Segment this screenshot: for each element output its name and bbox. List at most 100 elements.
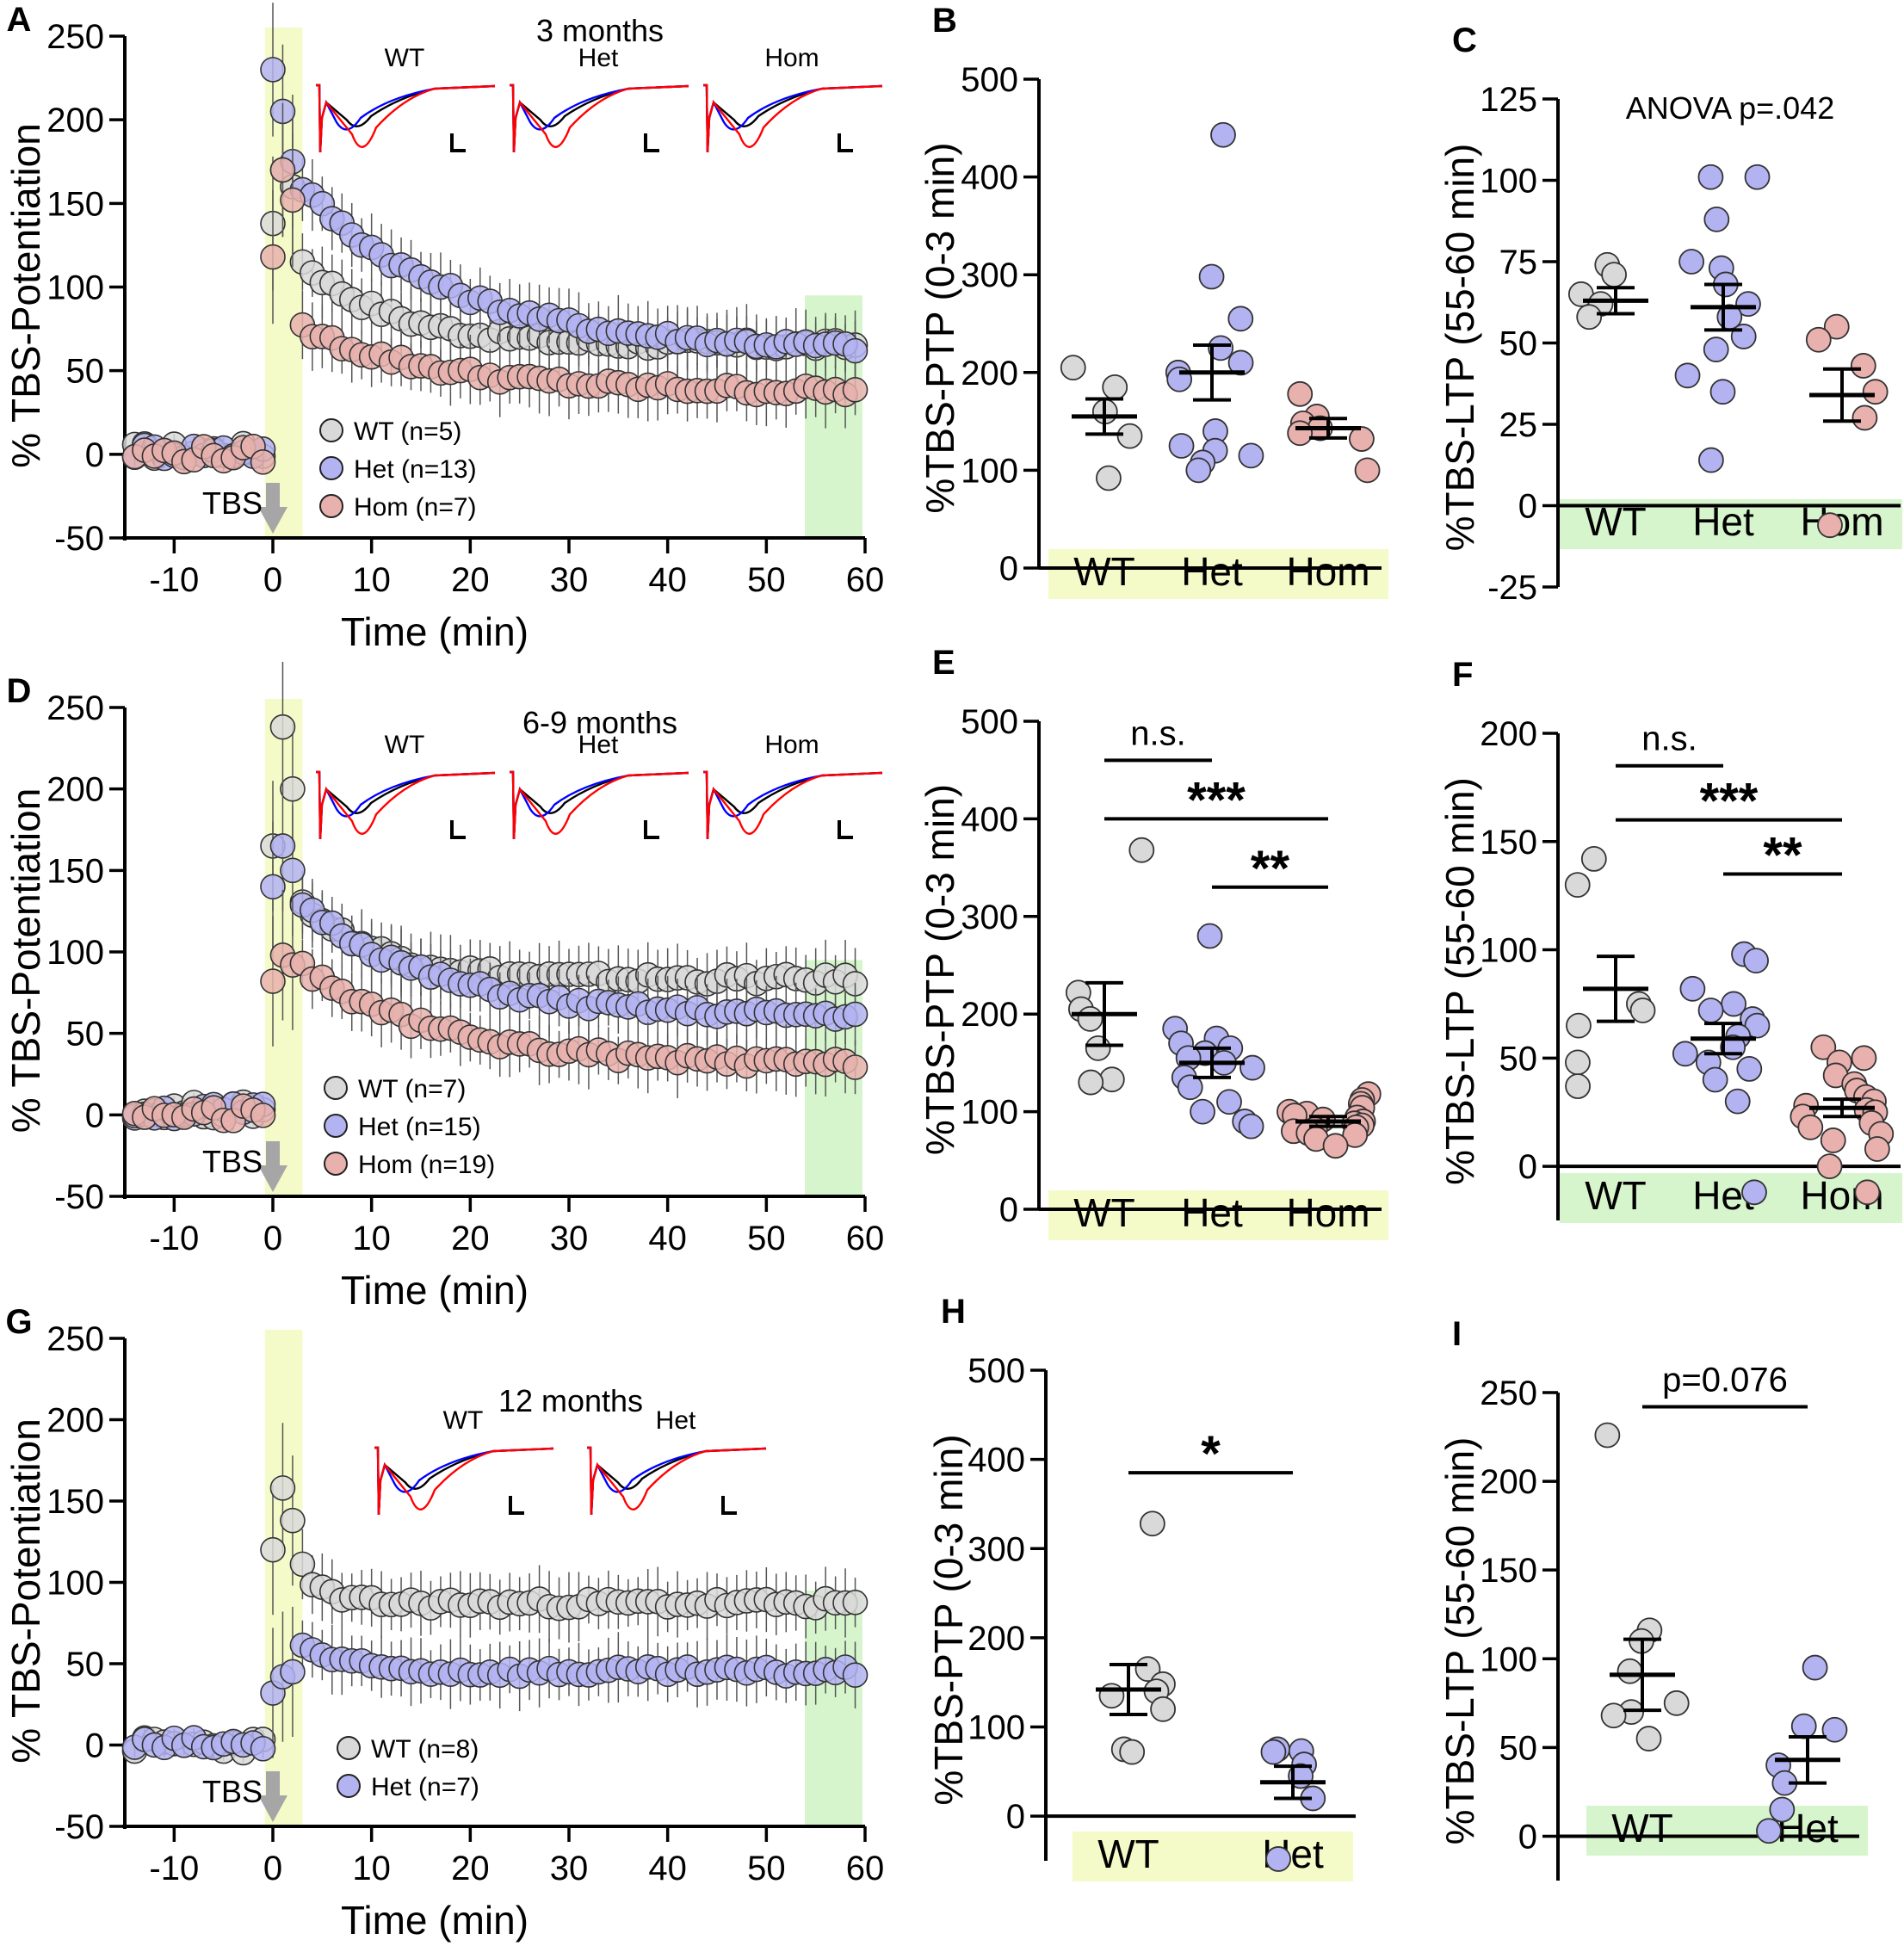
significance-label: ** — [1763, 828, 1802, 884]
data-point-het — [1227, 306, 1254, 332]
data-point-wt — [1128, 837, 1155, 863]
y-tick-label: -50 — [54, 1178, 104, 1216]
data-point-het — [280, 857, 306, 884]
legend-marker-het — [319, 456, 343, 480]
x-tick-label: -10 — [149, 1850, 199, 1887]
data-point-wt — [1102, 374, 1128, 400]
ltp-band — [805, 1590, 862, 1826]
trace-het — [510, 770, 689, 840]
x-tick-label: 0 — [263, 1850, 282, 1887]
trace-label: WT — [385, 44, 425, 72]
data-point-wt — [1580, 846, 1607, 872]
trace-label: Het — [656, 1406, 696, 1435]
y-tick-label: 75 — [1499, 244, 1538, 281]
y-tick-label: 100 — [46, 934, 104, 972]
data-point-hom — [1805, 326, 1832, 353]
data-point-hom — [1854, 1179, 1881, 1206]
data-point-het — [842, 1662, 869, 1689]
trace-label: Het — [578, 731, 619, 759]
tbs-arrow-icon — [258, 1771, 287, 1822]
data-point-het — [1216, 1089, 1242, 1115]
data-point-het — [1703, 206, 1730, 232]
legend-marker-hom — [319, 494, 343, 518]
data-point-wt — [289, 1551, 316, 1578]
data-point-wt — [1594, 1422, 1621, 1449]
legend-label: Het (n=7) — [371, 1773, 479, 1801]
data-point-het — [1190, 1098, 1215, 1125]
trace-het — [316, 770, 496, 840]
data-point-het — [1678, 249, 1705, 275]
y-tick-label: 50 — [66, 1646, 105, 1683]
data-point-het — [1168, 433, 1195, 459]
trace-inset: Het — [510, 731, 689, 840]
y-tick-label: 400 — [967, 1442, 1025, 1480]
trace-inset: Het — [587, 1406, 767, 1516]
data-point-het — [1177, 1074, 1203, 1101]
data-point-hom — [1864, 1136, 1890, 1162]
data-point-hom — [1287, 420, 1314, 447]
trace-wt — [510, 770, 689, 840]
trace-hom — [316, 770, 496, 840]
panel-subtitle: 3 months — [536, 13, 664, 48]
trace-hom — [510, 83, 689, 153]
tbs-label: TBS — [202, 485, 263, 521]
significance-label: * — [1201, 1426, 1221, 1482]
data-point-het — [1238, 442, 1264, 469]
data-point-het — [1802, 1654, 1828, 1681]
data-point-wt — [1663, 1690, 1690, 1716]
data-point-wt — [1098, 1066, 1125, 1093]
y-tick-label: 150 — [1480, 824, 1537, 862]
y-tick-label: 50 — [1499, 1040, 1538, 1078]
data-point-wt — [1139, 1510, 1165, 1537]
y-axis-label: %TBS-PTP (0-3 min) — [918, 142, 962, 513]
y-tick-label: 0 — [1518, 1818, 1537, 1856]
data-point-wt — [1600, 1702, 1627, 1729]
trace-hom — [510, 770, 689, 840]
data-point-het — [1227, 349, 1254, 376]
data-point-wt — [1617, 1658, 1643, 1684]
data-point-het — [1703, 337, 1729, 362]
y-tick-label: 200 — [46, 102, 104, 139]
data-point-hom — [1851, 405, 1878, 431]
trace-inset: WT — [316, 44, 496, 153]
y-tick-label: 400 — [961, 159, 1018, 197]
data-point-hom — [1850, 353, 1876, 379]
category-band — [1586, 1806, 1868, 1856]
y-tick-label: 0 — [1518, 1148, 1537, 1186]
y-axis-label: %TBS-LTP (55-60 min) — [1437, 144, 1482, 552]
panel-subtitle: 6-9 months — [522, 705, 677, 740]
category-label: WT — [1585, 499, 1647, 544]
data-point-hom — [1862, 379, 1889, 405]
y-tick-label: 500 — [961, 703, 1018, 741]
data-point-wt — [1116, 423, 1143, 449]
significance-label: *** — [1187, 772, 1246, 828]
y-tick-label: 300 — [967, 1530, 1025, 1568]
trace-inset: Hom — [703, 731, 883, 840]
panel-subtitle: 12 months — [498, 1383, 643, 1418]
trace-label: WT — [385, 731, 425, 759]
data-point-wt — [1565, 1073, 1591, 1099]
legend-label: WT (n=5) — [354, 417, 461, 446]
x-tick-label: 10 — [352, 1220, 391, 1257]
y-tick-label: 0 — [999, 1191, 1018, 1229]
data-point-wt — [1078, 1069, 1104, 1096]
y-axis-label: %TBS-LTP (55-60 min) — [1437, 1437, 1482, 1845]
significance-label: n.s. — [1130, 714, 1185, 752]
data-point-hom — [842, 377, 869, 403]
y-tick-label: 100 — [46, 1565, 104, 1603]
legend-marker-hom — [324, 1152, 348, 1176]
data-point-het — [842, 1001, 869, 1028]
panel-letter: G — [5, 1303, 32, 1341]
data-point-hom — [1823, 313, 1850, 340]
legend-label: Het (n=13) — [354, 455, 477, 484]
y-tick-label: 250 — [46, 689, 104, 727]
data-point-wt — [1098, 1683, 1125, 1709]
legend-label: Hom (n=7) — [354, 493, 477, 522]
data-point-hom — [1820, 1127, 1846, 1153]
data-point-het — [260, 57, 286, 83]
data-point-het — [260, 874, 286, 900]
panel-letter: I — [1452, 1315, 1462, 1353]
legend-marker-het — [337, 1774, 361, 1798]
data-point-het — [1679, 975, 1706, 1002]
data-point-hom — [250, 448, 276, 475]
